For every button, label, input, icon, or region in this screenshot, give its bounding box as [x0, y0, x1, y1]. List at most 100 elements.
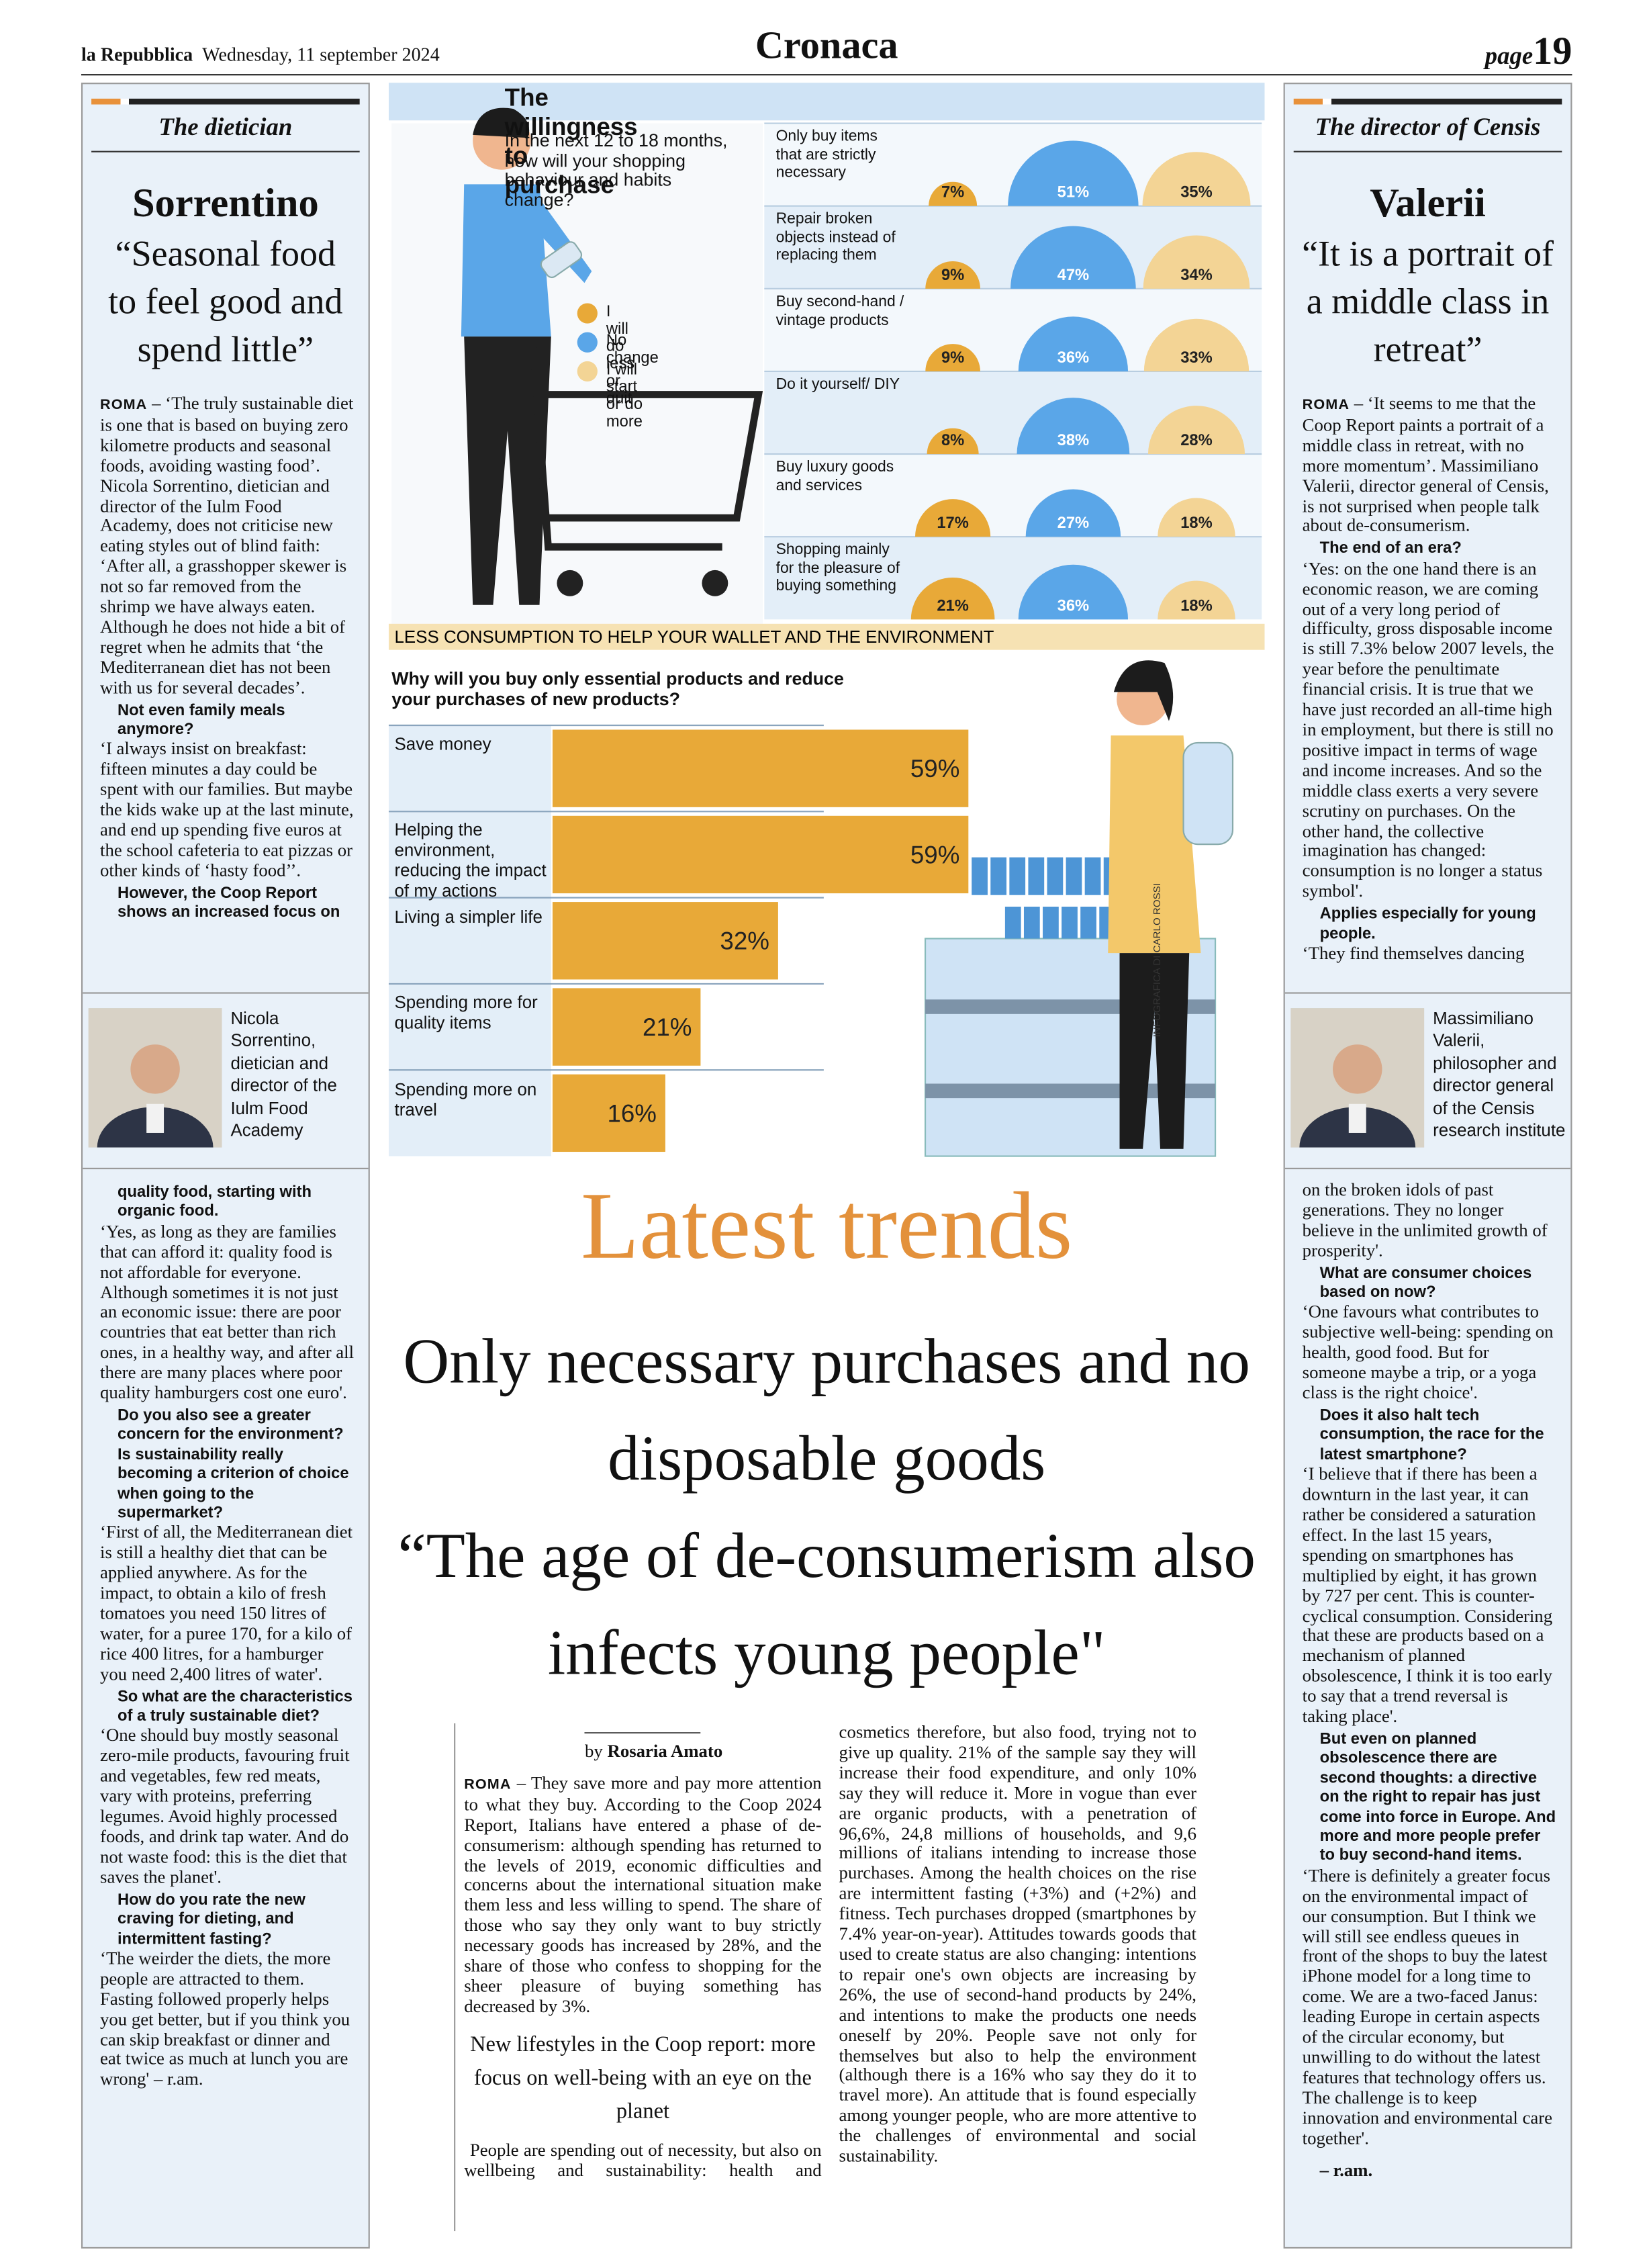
product-can [1047, 857, 1064, 895]
footer-band [388, 623, 1265, 650]
portrait-figure [1290, 1008, 1425, 1148]
collar [146, 1103, 164, 1133]
legend-label: I will start or do more [606, 361, 643, 431]
value-label: 21% [643, 1013, 692, 1041]
column-label: The director of Censis [1293, 105, 1562, 152]
footer-text: LESS CONSUMPTION TO HELP YOUR WALLET AND… [395, 628, 994, 647]
rule [1293, 98, 1562, 105]
legend-label: No change [606, 332, 659, 367]
row-label: Do it yourself/ DIY [775, 375, 900, 394]
legend-label: I will do less or quit [606, 303, 635, 408]
infographic: 7% 51% 35% 9% 47% 34% 9% 36% 33% 8% 38% 28% 17% 27% 18… [388, 83, 1265, 1161]
semicircle [929, 181, 978, 206]
value-label: 17% [937, 514, 969, 532]
label-cell [388, 1070, 551, 1156]
semicircle [1018, 564, 1129, 620]
byline-prefix: by [585, 1741, 603, 1762]
paragraph-text: ‘The weirder the diets, the more people … [100, 1948, 350, 2090]
legend-swatch [577, 303, 598, 324]
semicircle [1147, 406, 1245, 455]
question: Not even family meals anymore? [117, 701, 285, 739]
woman-legs [1119, 953, 1190, 1149]
paragraph-text: People are spending out of necessity, bu… [464, 1723, 1197, 2180]
paragraph: ‘There is definitely a greater focus on … [1302, 1865, 1556, 2150]
bar-label: Save money [394, 733, 491, 755]
value-label: 38% [1057, 431, 1090, 449]
bar [552, 988, 701, 1066]
masthead: la Repubblica [81, 43, 193, 66]
question: The end of an era? [1319, 540, 1462, 558]
paragraph: People are spending out of necessity, bu… [464, 1723, 1196, 2181]
value-label: 16% [607, 1099, 657, 1127]
byline: by Rosaria Amato [585, 1732, 722, 1762]
collar [1348, 1103, 1366, 1133]
question: Do you also see a greater concern for th… [117, 1407, 349, 1522]
title-bar [388, 83, 1265, 121]
semicircle [1143, 318, 1250, 371]
paragraph-text: ‘I believe that if there has been a down… [1302, 1463, 1553, 1727]
label-cell [388, 725, 551, 812]
page-number-box: page19 [1435, 29, 1572, 74]
signature: – r.am. [1319, 2159, 1373, 2180]
paragraph-text: – They save more and pay more attention … [464, 1772, 822, 2017]
paragraph-text: ‘There is definitely a greater focus on … [1302, 1865, 1553, 2148]
man-shirt [461, 184, 551, 337]
paragraph-text: ‘I always insist on breakfast: fifteen m… [100, 739, 354, 880]
man-arm [533, 198, 592, 283]
bar [552, 815, 969, 894]
value-label: 33% [1180, 349, 1213, 367]
paragraph: ‘I always insist on breakfast: fifteen m… [100, 739, 354, 881]
semicircle [1142, 152, 1251, 206]
infographic-credit: INFOGRAFICA DI CARLO ROSSI [1153, 883, 1164, 1038]
question: How do you rate the new craving for diet… [117, 1891, 305, 1948]
product-can [1084, 857, 1101, 895]
bar [552, 1074, 665, 1152]
woman-hair [1113, 660, 1174, 721]
product-can [1023, 907, 1040, 939]
headline-part: Only necessary purchases and no disposab… [403, 1326, 1250, 1494]
value-label: 51% [1057, 183, 1090, 201]
question: quality food, starting with organic food… [117, 1183, 312, 1221]
question: But even on planned obsolescence there a… [1319, 1730, 1556, 1865]
row-label: Repair broken objects instead of replaci… [775, 210, 896, 265]
semicircle [1008, 140, 1139, 206]
paragraph: ‘First of all, the Mediterranean diet is… [100, 1522, 354, 1685]
left-column: The dietician Sorrentino “Seasonal food to… [81, 83, 370, 2249]
paragraph: ‘They find themselves dancing [1303, 943, 1556, 964]
paragraph: ‘One should buy mostly seasonal zero-mil… [100, 1725, 354, 1888]
column-body: quality food, starting with organic food… [83, 1181, 369, 2241]
paragraph-text: ‘One favours what contributes to subject… [1302, 1302, 1554, 1403]
label-cell [388, 983, 551, 1071]
photo-caption: Nicola Sorrentino, dietician and directo… [230, 1008, 337, 1140]
question: So what are the characteristics of a tru… [117, 1688, 352, 1725]
value-label: 9% [941, 349, 964, 367]
label-cell [388, 811, 551, 898]
paragraph-text: on the broken idols of past generations.… [1302, 1181, 1548, 1261]
legend-swatch [577, 361, 598, 382]
semicircle [1143, 235, 1250, 289]
paragraph: ROMA – ‘It seems to me that the Coop Rep… [1303, 395, 1556, 537]
header-left: la Repubblica Wednesday, 11 september 20… [81, 44, 440, 67]
pull-quote: “Seasonal food to feel good and spend li… [108, 234, 343, 370]
head [130, 1044, 180, 1094]
header-rule [81, 74, 1572, 76]
article: by Rosaria Amato ROMA – They save more an… [454, 1723, 1196, 2232]
dateline: ROMA [464, 1776, 512, 1793]
paragraph: ‘The weirder the diets, the more people … [100, 1948, 354, 2091]
column-body: on the broken idols of past generations.… [1285, 1181, 1571, 2241]
pull-quote: New lifestyles in the Coop report: more … [470, 2033, 816, 2124]
chart-title: Why will you buy only essential products… [391, 668, 844, 710]
paragraph-text: – ‘The truly sustainable diet is one tha… [100, 394, 354, 698]
paragraph-text: ‘Yes, as long as they are families that … [100, 1221, 355, 1403]
value-label: 18% [1180, 514, 1213, 532]
value-label: 36% [1057, 349, 1090, 367]
row-label: Only buy items that are strictly necessa… [775, 128, 878, 181]
legend-swatch [577, 332, 598, 353]
column-body: ROMA – ‘It seems to me that the Coop Rep… [1285, 395, 1571, 975]
product-can [990, 857, 1007, 895]
semicircle [1017, 398, 1130, 455]
chart-subtitle: In the next 12 to 18 months, how will yo… [504, 130, 728, 210]
bar [552, 902, 778, 980]
paragraph: ROMA – They save more and pay more atten… [464, 1772, 822, 2017]
paragraph-text: ‘First of all, the Mediterranean diet is… [100, 1522, 353, 1684]
